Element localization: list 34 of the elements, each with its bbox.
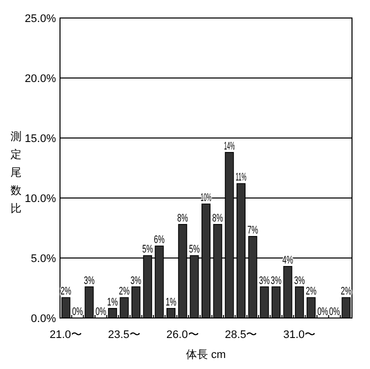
data-label: 5%: [188, 244, 205, 256]
data-label: 5%: [142, 244, 158, 256]
data-label: 2%: [60, 286, 76, 298]
y-tick-label: 5.0%: [30, 253, 56, 265]
x-tick-label: 28.5〜: [224, 329, 258, 341]
data-label: 7%: [247, 224, 264, 236]
y-tick-label: 0.0%: [30, 313, 56, 325]
x-axis-title: 体長 cm: [186, 349, 226, 361]
data-label: 2%: [118, 286, 135, 298]
data-label: 8%: [212, 212, 228, 224]
data-label: 2%: [306, 286, 322, 298]
data-label: 2%: [340, 286, 357, 298]
data-label: 0%: [72, 306, 88, 318]
data-label: 1%: [107, 296, 124, 308]
data-label: 6%: [154, 234, 170, 246]
data-label: 3%: [84, 274, 100, 287]
data-label: 0%: [96, 306, 112, 318]
x-tick-label: 31.0〜: [283, 329, 316, 341]
data-label: 0%: [329, 306, 346, 318]
y-tick-label: 10.0%: [24, 193, 56, 205]
data-label: 3%: [294, 274, 310, 287]
x-tick-label: 23.5〜: [108, 329, 140, 341]
y-axis-title: 測定尾数比: [10, 131, 22, 215]
x-tick-label: 21.0〜: [50, 329, 82, 341]
y-tick-label: 25.0%: [24, 13, 56, 25]
data-label: 11%: [236, 172, 257, 184]
data-label: 3%: [270, 274, 287, 287]
data-label: 14%: [224, 140, 246, 152]
y-tick-label: 20.0%: [24, 73, 56, 85]
data-label: 3%: [130, 274, 146, 287]
x-tick-label: 26.0〜: [166, 329, 199, 341]
data-label: 1%: [166, 296, 182, 308]
data-label: 8%: [177, 212, 194, 224]
y-tick-label: 15.0%: [24, 133, 56, 145]
